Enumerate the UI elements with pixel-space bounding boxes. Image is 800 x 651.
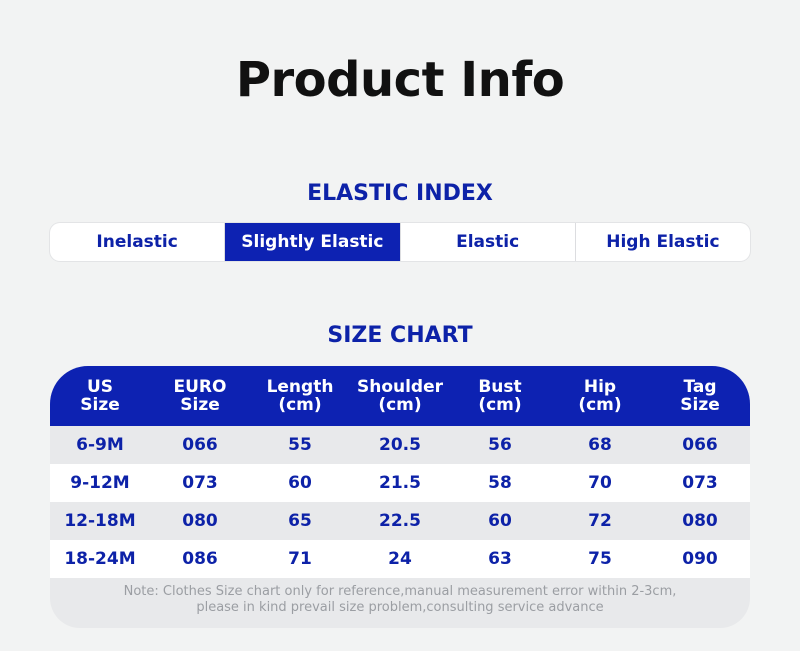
note-line-2: please in kind prevail size problem,cons… (196, 600, 604, 615)
column-header-length: Length (cm) (266, 377, 334, 415)
table-cell: 18-24M (64, 549, 136, 569)
column-header-bust: Bust (cm) (478, 377, 522, 415)
table-cell: 080 (682, 511, 718, 531)
table-cell: 073 (682, 473, 718, 493)
table-cell: 56 (488, 435, 512, 455)
size-chart-table: US Size EURO Size Length (cm) Shoulder (… (50, 366, 750, 628)
note-line-1: Note: Clothes Size chart only for refere… (123, 584, 677, 599)
table-row: 18-24M 086 71 24 63 75 090 (50, 540, 750, 578)
table-cell: 55 (288, 435, 312, 455)
table-cell: 9-12M (70, 473, 130, 493)
table-cell: 22.5 (379, 511, 421, 531)
table-cell: 20.5 (379, 435, 421, 455)
column-header-euro-size: EURO Size (173, 377, 227, 415)
table-cell: 21.5 (379, 473, 421, 493)
table-cell: 090 (682, 549, 718, 569)
table-cell: 63 (488, 549, 512, 569)
page-title: Product Info (235, 52, 565, 108)
elastic-index-heading: ELASTIC INDEX (307, 181, 493, 206)
table-cell: 65 (288, 511, 312, 531)
elastic-option-slightly-elastic: Slightly Elastic (225, 223, 401, 261)
table-row: 6-9M 066 55 20.5 56 68 066 (50, 426, 750, 464)
table-cell: 066 (182, 435, 218, 455)
table-cell: 6-9M (76, 435, 124, 455)
column-header-us-size: US Size (80, 377, 120, 415)
table-cell: 75 (588, 549, 612, 569)
table-cell: 60 (488, 511, 512, 531)
column-header-hip: Hip (cm) (578, 377, 622, 415)
table-header: US Size EURO Size Length (cm) Shoulder (… (50, 366, 750, 426)
table-row: 9-12M 073 60 21.5 58 70 073 (50, 464, 750, 502)
elastic-option-high-elastic: High Elastic (606, 232, 720, 252)
table-cell: 073 (182, 473, 218, 493)
size-chart-note: Note: Clothes Size chart only for refere… (50, 578, 750, 628)
table-row: 12-18M 080 65 22.5 60 72 080 (50, 502, 750, 540)
table-cell: 60 (288, 473, 312, 493)
elastic-index-bar: Inelastic Slightly Elastic Elastic High … (50, 223, 750, 261)
column-header-tag-size: Tag Size (680, 377, 720, 415)
table-cell: 70 (588, 473, 612, 493)
column-header-shoulder: Shoulder (cm) (356, 377, 444, 415)
elastic-option-elastic: Elastic (401, 223, 576, 261)
table-cell: 72 (588, 511, 612, 531)
table-cell: 71 (288, 549, 312, 569)
table-cell: 086 (182, 549, 218, 569)
elastic-option-inelastic: Inelastic (50, 223, 226, 261)
table-cell: 12-18M (64, 511, 136, 531)
table-cell: 24 (388, 549, 412, 569)
table-cell: 68 (588, 435, 612, 455)
table-cell: 066 (682, 435, 718, 455)
size-chart-heading: SIZE CHART (327, 323, 473, 348)
table-cell: 58 (488, 473, 512, 493)
table-cell: 080 (182, 511, 218, 531)
